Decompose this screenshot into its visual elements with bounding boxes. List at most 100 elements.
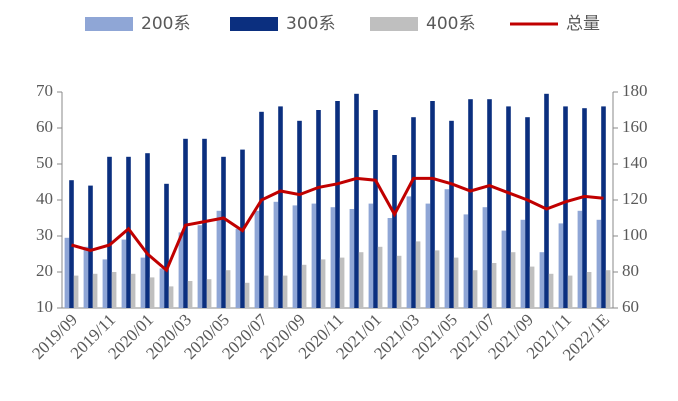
bar [73,275,79,308]
bar [259,111,264,308]
bar [330,207,336,308]
bar [520,219,526,308]
bar [415,241,421,308]
bar [411,117,416,308]
bar [444,189,450,308]
bar [510,252,516,308]
bar [425,203,431,308]
y2-tick-label: 80 [622,261,639,280]
bar [548,273,554,308]
bar [406,196,412,308]
bar [449,120,454,308]
bar [586,272,592,308]
bar [130,273,136,308]
bar [206,279,212,308]
bar [335,101,340,308]
bar [69,180,74,308]
bar [88,185,93,308]
bar [539,252,545,308]
bar [168,286,174,308]
legend-swatch [230,17,278,31]
bar [145,153,150,308]
bar [254,210,260,308]
bar [506,106,511,309]
bar [92,273,98,308]
bar [159,268,165,308]
legend-label: 总量 [566,14,600,34]
bar [605,270,611,308]
bar [292,205,298,308]
y2-tick-label: 140 [622,153,648,172]
y2-tick-label: 60 [622,297,639,316]
bar [164,183,169,308]
bar [468,99,473,308]
y2-tick-label: 100 [622,225,648,244]
bar [577,210,583,308]
bar [430,101,435,308]
bar [121,239,127,308]
bar [491,263,497,308]
bar [487,99,492,308]
bar [235,228,241,308]
bar [373,110,378,308]
bar [544,93,549,308]
bar [472,270,478,308]
bar [225,270,231,308]
legend-label: 300系 [286,14,335,34]
bar [558,223,564,308]
bar [107,156,112,308]
bar [501,230,507,308]
bar [482,207,488,308]
bar [297,120,302,308]
y2-tick-label: 180 [622,81,648,100]
bar [368,203,374,308]
y-tick-label: 30 [36,225,53,244]
bar [377,246,383,308]
line [71,176,604,273]
bar [396,255,402,308]
bar [178,232,184,308]
bar [216,210,222,308]
bar [126,156,131,308]
bar [339,257,345,308]
y-tick-label: 60 [36,117,53,136]
bar [273,201,279,308]
bar [187,281,193,308]
bar [221,156,226,308]
y-tick-label: 10 [36,297,53,316]
bar [311,203,317,308]
bar [64,237,70,308]
y-tick-label: 50 [36,153,53,172]
bar [525,117,530,308]
bar [563,106,568,309]
bar [83,246,89,308]
bar [349,209,355,308]
bar [434,250,440,308]
y-tick-label: 20 [36,261,53,280]
legend-swatch [85,17,133,31]
legend-label: 400系 [426,14,475,34]
bar [102,259,108,308]
y-tick-label: 40 [36,189,53,208]
bar [316,110,321,308]
bar [320,259,326,308]
bar [278,106,283,309]
bar [358,252,364,308]
bar [601,106,606,309]
bar [183,138,188,308]
bar [529,266,535,308]
bar [263,275,269,308]
y-tick-label: 70 [36,81,53,100]
bar [392,155,397,308]
bar [197,225,203,308]
bar [140,257,146,308]
bar [244,282,250,308]
bar [282,275,288,308]
bar [111,272,117,308]
y2-tick-label: 120 [622,189,648,208]
bar [596,219,602,308]
bar [202,138,207,308]
bar [453,257,459,308]
bar [567,275,573,308]
